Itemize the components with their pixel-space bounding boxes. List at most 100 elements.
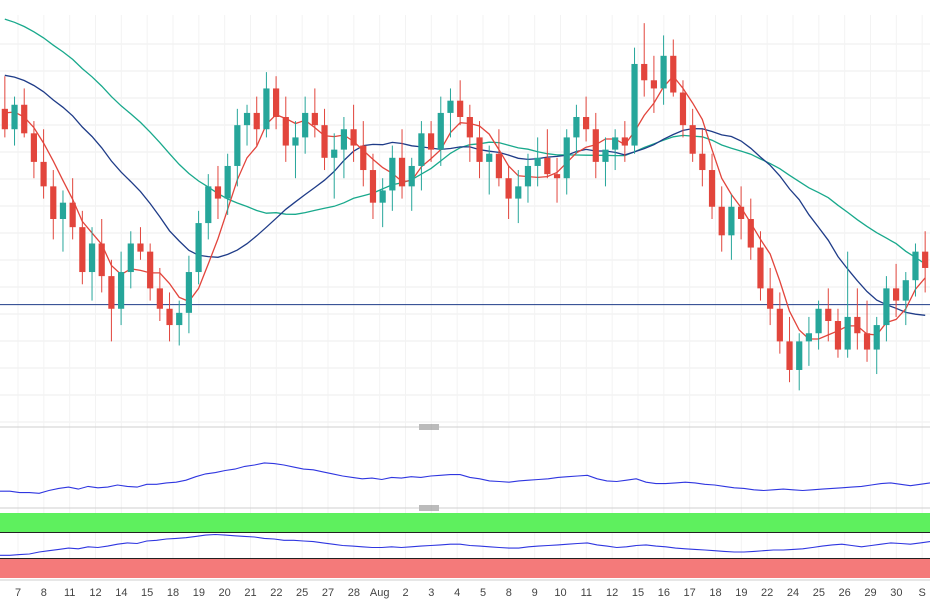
x-tick-label: 19 xyxy=(735,587,747,599)
candle-body xyxy=(553,174,561,179)
candle-body xyxy=(922,251,929,268)
candle-body xyxy=(728,206,735,236)
x-tick-label: 18 xyxy=(709,587,721,599)
x-tick-label: 25 xyxy=(813,587,825,599)
candle-body xyxy=(447,100,454,113)
candle-body xyxy=(88,243,96,273)
candle-body xyxy=(21,104,28,134)
candle-body xyxy=(224,165,231,199)
candle-body xyxy=(641,63,648,81)
oscillator-panel-1 xyxy=(0,462,930,494)
x-tick-label: 8 xyxy=(506,587,512,599)
candle-body xyxy=(263,88,270,130)
candle-body xyxy=(757,247,764,289)
candle-body xyxy=(166,308,173,326)
candle-body xyxy=(660,55,667,89)
candle-body xyxy=(796,341,803,370)
x-tick-label: 25 xyxy=(296,587,308,599)
candle-body xyxy=(602,149,609,162)
x-tick-label: 27 xyxy=(322,587,334,599)
candle-body xyxy=(69,202,76,228)
x-tick-label: S xyxy=(918,587,925,599)
candle-body xyxy=(176,312,183,326)
candle-body xyxy=(59,202,67,219)
x-tick-label: 10 xyxy=(554,587,566,599)
candle-body xyxy=(408,165,415,187)
candle-body xyxy=(708,170,716,207)
x-tick-label: 26 xyxy=(839,587,851,599)
candle-body xyxy=(902,280,909,301)
candle-body xyxy=(79,227,86,273)
x-tick-label: 29 xyxy=(864,587,876,599)
x-tick-label: 19 xyxy=(193,587,205,599)
candle-body xyxy=(592,129,599,162)
x-tick-label: 14 xyxy=(115,587,127,599)
candle-body xyxy=(350,129,357,146)
x-tick-label: 11 xyxy=(64,587,75,599)
candle-body xyxy=(883,288,890,326)
x-tick-label: 15 xyxy=(141,587,153,599)
candle-body xyxy=(156,288,163,309)
candle-body xyxy=(747,219,754,248)
candle-body xyxy=(582,117,590,130)
candle-body xyxy=(137,243,144,252)
candle-body xyxy=(321,125,328,158)
candle-body xyxy=(718,206,725,236)
candle-body xyxy=(302,112,309,138)
candle-body xyxy=(30,133,38,162)
sma-slow-line xyxy=(4,18,926,265)
candle-body xyxy=(544,157,551,175)
candle-body xyxy=(340,129,348,150)
candle-body xyxy=(11,104,18,130)
candle-body xyxy=(631,63,638,146)
candle-body xyxy=(786,341,793,370)
candle-body xyxy=(534,157,541,166)
x-tick-label: 22 xyxy=(761,587,773,599)
x-tick-label: 11 xyxy=(581,587,592,599)
candle-body xyxy=(457,100,464,117)
candle-body xyxy=(292,137,299,146)
candle-body xyxy=(427,133,435,150)
candle-body xyxy=(98,243,105,277)
x-tick-label: 22 xyxy=(270,587,282,599)
candle-body xyxy=(621,137,628,146)
candle-body xyxy=(398,157,406,187)
x-tick-label: 20 xyxy=(219,587,231,599)
sma-fast-line xyxy=(4,75,926,340)
x-tick-label: 21 xyxy=(244,587,256,599)
candle-body xyxy=(466,117,473,138)
candle-body xyxy=(612,137,619,150)
candle-body xyxy=(563,137,570,179)
x-tick-label: 12 xyxy=(606,587,618,599)
x-tick-label: 4 xyxy=(454,587,460,599)
candle-body xyxy=(1,108,8,130)
x-tick-label: 28 xyxy=(348,587,360,599)
moving-averages xyxy=(4,18,926,340)
candle-body xyxy=(737,206,745,219)
candle-body xyxy=(117,272,125,309)
grid-lines xyxy=(0,15,930,578)
candle-body xyxy=(854,316,861,334)
candle-body xyxy=(127,243,134,273)
candle-body xyxy=(243,112,251,126)
candle-body xyxy=(476,137,483,162)
candle-body xyxy=(776,308,783,342)
x-tick-label: 12 xyxy=(89,587,101,599)
candlestick-series xyxy=(1,23,929,391)
overbought-zone xyxy=(0,513,930,533)
candle-body xyxy=(515,186,522,199)
candle-body xyxy=(272,88,280,117)
candle-body xyxy=(815,308,822,334)
candle-body xyxy=(679,92,687,126)
candle-body xyxy=(912,251,919,281)
oscillator-2-line xyxy=(0,533,930,556)
candle-body xyxy=(486,153,493,162)
candle-body xyxy=(689,125,696,154)
candle-body xyxy=(892,288,900,301)
candle-body xyxy=(369,170,377,203)
x-tick-label: 24 xyxy=(787,587,799,599)
candle-body xyxy=(50,186,57,219)
candle-body xyxy=(524,165,532,187)
candle-body xyxy=(214,186,222,199)
